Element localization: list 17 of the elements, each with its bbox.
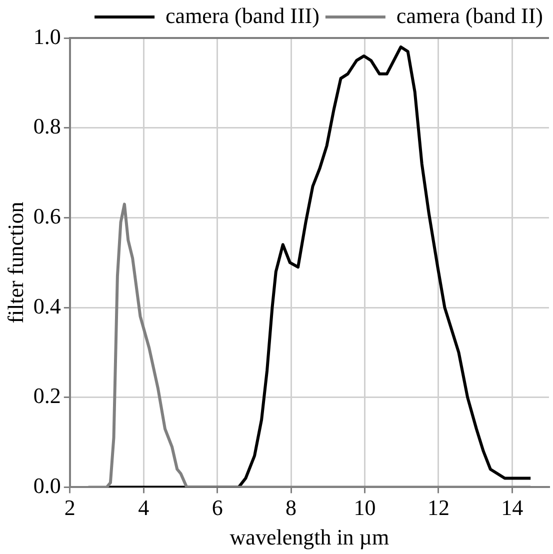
y-tick-label: 0.8	[33, 114, 61, 139]
x-axis-title: wavelength in µm	[230, 524, 390, 550]
y-tick-label: 0.2	[33, 383, 61, 408]
x-tick-label: 14	[501, 495, 524, 520]
legend-label: camera (band II)	[396, 2, 544, 28]
x-tick-label: 2	[64, 495, 76, 520]
legend-label: camera (band III)	[166, 2, 320, 28]
y-tick-label: 1.0	[33, 24, 61, 49]
y-axis-title: filter function	[2, 202, 28, 324]
y-tick-label: 0.4	[33, 293, 61, 318]
x-tick-label: 12	[427, 495, 450, 520]
x-tick-label: 10	[354, 495, 376, 520]
y-tick-label: 0.6	[33, 203, 61, 228]
x-tick-label: 8	[286, 495, 297, 520]
x-tick-label: 4	[138, 495, 150, 520]
y-tick-label: 0.0	[33, 472, 61, 498]
x-tick-label: 6	[212, 495, 223, 520]
